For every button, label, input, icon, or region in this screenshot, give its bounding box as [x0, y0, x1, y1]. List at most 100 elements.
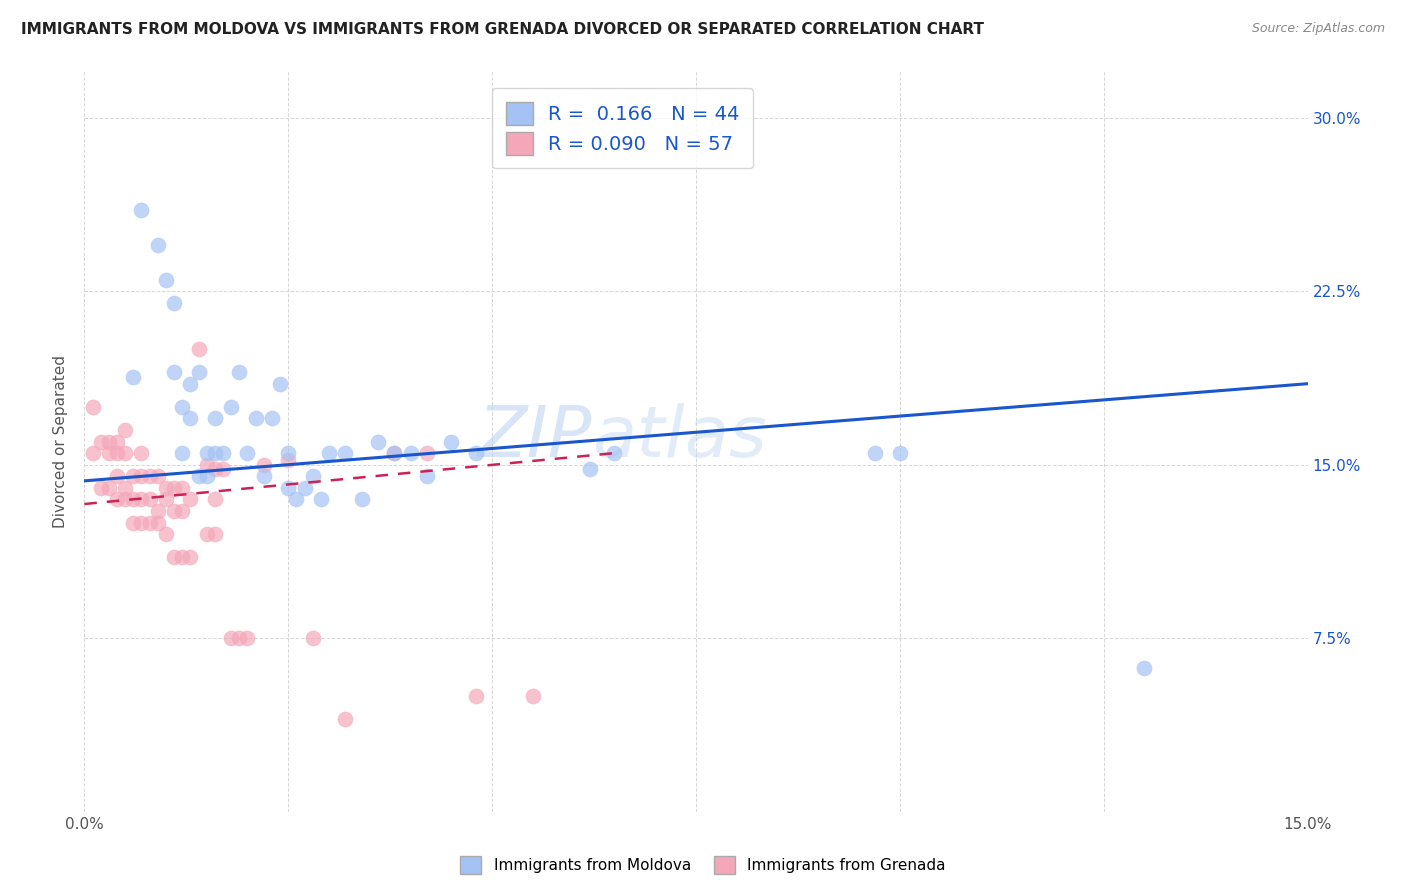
Point: [97, 446, 120, 460]
Point: [350, 492, 373, 507]
Point: [163, 365, 186, 379]
Point: [440, 434, 463, 449]
Point: [187, 469, 209, 483]
Point: [122, 492, 145, 507]
Point: [163, 504, 186, 518]
Point: [155, 272, 177, 286]
Point: [865, 446, 887, 460]
Point: [416, 446, 439, 460]
Point: [172, 400, 194, 414]
Point: [114, 423, 136, 437]
Point: [228, 365, 250, 379]
Y-axis label: Divorced or Separated: Divorced or Separated: [53, 355, 69, 528]
Point: [382, 446, 405, 460]
Point: [301, 631, 323, 645]
Point: [90, 434, 112, 449]
Point: [195, 458, 218, 472]
Point: [155, 527, 177, 541]
Point: [131, 203, 153, 218]
Point: [464, 689, 486, 703]
Point: [146, 238, 169, 252]
Point: [219, 400, 242, 414]
Point: [269, 376, 291, 391]
Point: [318, 446, 340, 460]
Point: [522, 689, 544, 703]
Legend: R =  0.166   N = 44, R = 0.090   N = 57: R = 0.166 N = 44, R = 0.090 N = 57: [492, 88, 754, 169]
Point: [187, 365, 209, 379]
Point: [367, 434, 389, 449]
Point: [146, 504, 169, 518]
Point: [603, 446, 626, 460]
Point: [131, 492, 153, 507]
Point: [163, 295, 186, 310]
Point: [179, 411, 201, 425]
Point: [114, 481, 136, 495]
Point: [105, 469, 128, 483]
Point: [204, 411, 226, 425]
Point: [82, 400, 104, 414]
Point: [260, 411, 283, 425]
Point: [277, 481, 299, 495]
Point: [97, 481, 120, 495]
Point: [212, 462, 235, 476]
Point: [114, 492, 136, 507]
Point: [245, 411, 267, 425]
Point: [90, 481, 112, 495]
Point: [236, 631, 259, 645]
Point: [146, 469, 169, 483]
Point: [195, 446, 218, 460]
Point: [172, 446, 194, 460]
Point: [219, 631, 242, 645]
Point: [122, 469, 145, 483]
Point: [204, 462, 226, 476]
Point: [204, 527, 226, 541]
Point: [204, 446, 226, 460]
Point: [172, 550, 194, 565]
Point: [172, 504, 194, 518]
Text: atlas: atlas: [592, 403, 766, 473]
Point: [294, 481, 316, 495]
Point: [131, 446, 153, 460]
Point: [253, 458, 276, 472]
Point: [172, 481, 194, 495]
Point: [163, 550, 186, 565]
Point: [155, 481, 177, 495]
Point: [335, 446, 357, 460]
Point: [122, 516, 145, 530]
Point: [163, 481, 186, 495]
Point: [105, 446, 128, 460]
Point: [212, 446, 235, 460]
Point: [114, 446, 136, 460]
Point: [416, 469, 439, 483]
Point: [82, 446, 104, 460]
Point: [138, 492, 160, 507]
Point: [285, 492, 308, 507]
Point: [105, 434, 128, 449]
Point: [253, 469, 276, 483]
Point: [179, 550, 201, 565]
Point: [399, 446, 422, 460]
Point: [335, 712, 357, 726]
Text: ZIP: ZIP: [478, 403, 592, 473]
Point: [131, 469, 153, 483]
Point: [204, 492, 226, 507]
Point: [146, 516, 169, 530]
Point: [228, 631, 250, 645]
Point: [195, 527, 218, 541]
Point: [105, 492, 128, 507]
Point: [889, 446, 911, 460]
Legend: Immigrants from Moldova, Immigrants from Grenada: Immigrants from Moldova, Immigrants from…: [454, 850, 952, 880]
Point: [579, 462, 602, 476]
Point: [187, 342, 209, 356]
Point: [155, 492, 177, 507]
Point: [122, 369, 145, 384]
Point: [301, 469, 323, 483]
Point: [277, 453, 299, 467]
Text: IMMIGRANTS FROM MOLDOVA VS IMMIGRANTS FROM GRENADA DIVORCED OR SEPARATED CORRELA: IMMIGRANTS FROM MOLDOVA VS IMMIGRANTS FR…: [21, 22, 984, 37]
Point: [382, 446, 405, 460]
Point: [179, 492, 201, 507]
Point: [138, 469, 160, 483]
Point: [131, 516, 153, 530]
Point: [1133, 661, 1156, 675]
Point: [97, 434, 120, 449]
